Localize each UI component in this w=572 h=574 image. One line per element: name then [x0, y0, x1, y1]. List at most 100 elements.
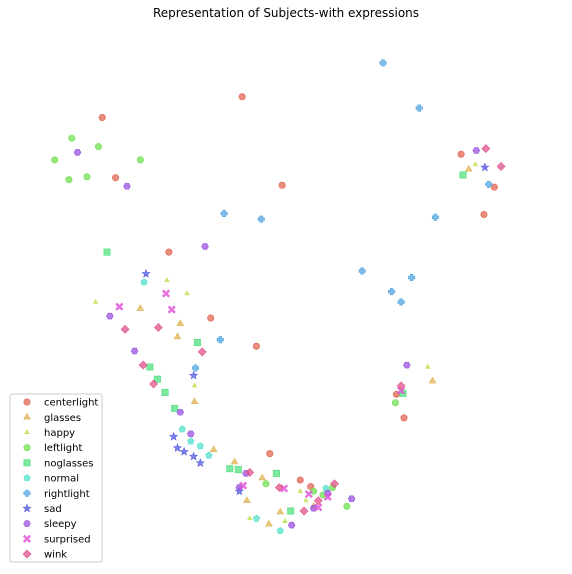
legend-label-glasses: glasses	[44, 413, 81, 424]
point-sleepy-13	[472, 147, 481, 154]
point-happy-8	[425, 363, 431, 369]
point-noglasses-8	[272, 469, 280, 477]
point-noglasses-5	[171, 404, 179, 412]
legend-entry-centerlight: centerlight	[23, 398, 98, 409]
legend-marker-surprised	[23, 534, 31, 543]
legend-entry-sad: sad	[22, 503, 62, 515]
point-sleepy-1	[123, 182, 131, 190]
legend-entries: centerlight glasses happy leftlight noglasse…	[22, 398, 98, 561]
point-noglasses-2	[193, 339, 201, 347]
point-sad-5	[189, 451, 199, 461]
point-normal-3	[196, 442, 204, 450]
point-sad-0	[141, 268, 151, 278]
plot-area	[51, 59, 506, 534]
point-centerlight-1	[238, 93, 246, 101]
legend-box	[9, 393, 103, 563]
point-normal-5	[252, 514, 261, 522]
point-surprised-2	[167, 305, 176, 314]
legend-entry-rightlight: rightlight	[23, 489, 90, 500]
point-rightlight-7	[485, 180, 493, 188]
point-surprised-5	[304, 490, 313, 499]
legend-entry-sleepy: sleepy	[23, 519, 77, 530]
point-centerlight-4	[252, 342, 260, 350]
point-sleepy-14	[403, 361, 411, 369]
point-centerlight-3	[207, 314, 215, 322]
point-wink-3	[138, 360, 148, 370]
point-wink-11	[496, 162, 506, 171]
series-surprised	[115, 289, 406, 512]
legend-marker-glasses	[23, 412, 31, 420]
point-leftlight-11	[391, 399, 399, 407]
point-centerlight-0	[98, 113, 106, 121]
legend-marker-sleepy	[23, 520, 31, 527]
point-happy-2	[92, 298, 99, 304]
point-centerlight-2	[278, 181, 286, 189]
point-rightlight-11	[397, 298, 405, 306]
point-sleepy-2	[73, 149, 82, 156]
point-rightlight-0	[192, 364, 200, 372]
point-normal-4	[205, 451, 213, 459]
point-normal-0	[140, 278, 148, 286]
point-centerlight-10	[457, 150, 465, 158]
point-centerlight-9	[400, 414, 408, 422]
point-noglasses-0	[103, 248, 111, 256]
point-leftlight-4	[83, 173, 91, 181]
point-sad-2	[169, 431, 179, 441]
point-sleepy-6	[187, 430, 195, 438]
point-rightlight-8	[388, 288, 396, 296]
point-wink-4	[149, 379, 159, 389]
point-normal-6	[276, 527, 284, 534]
series-rightlight	[192, 59, 493, 372]
point-glasses-12	[176, 319, 185, 326]
point-noglasses-10	[459, 171, 467, 179]
point-rightlight-2	[220, 210, 228, 218]
point-wink-0	[120, 324, 130, 334]
point-sad-4	[179, 446, 189, 456]
point-leftlight-2	[94, 143, 102, 151]
legend-label-rightlight: rightlight	[44, 489, 90, 500]
point-centerlight-5	[266, 450, 274, 458]
point-rightlight-1	[216, 336, 224, 344]
point-glasses-3	[209, 445, 218, 453]
point-glasses-8	[265, 519, 273, 527]
series-noglasses	[103, 171, 467, 515]
point-centerlight-14	[165, 248, 173, 256]
series-happy	[92, 161, 479, 524]
point-noglasses-7	[234, 466, 242, 474]
legend-entry-happy: happy	[24, 428, 75, 439]
point-centerlight-11	[490, 183, 498, 191]
point-rightlight-4	[379, 59, 387, 67]
legend-marker-centerlight	[23, 398, 31, 406]
series-wink	[120, 144, 506, 516]
series-leftlight	[51, 134, 399, 510]
point-happy-5	[297, 488, 303, 493]
point-sad-3	[172, 443, 183, 452]
legend-entry-noglasses: noglasses	[23, 458, 94, 469]
point-leftlight-5	[136, 156, 144, 164]
point-centerlight-13	[112, 174, 120, 182]
legend-marker-sad	[22, 503, 32, 513]
point-wink-1	[153, 323, 163, 332]
legend-entry-wink: wink	[22, 549, 67, 561]
point-glasses-7	[276, 507, 285, 515]
point-normal-2	[187, 437, 195, 445]
series-glasses	[136, 164, 473, 527]
point-leftlight-1	[68, 134, 76, 142]
point-surprised-6	[314, 503, 323, 512]
legend: centerlight glasses happy leftlight noglasse…	[9, 393, 103, 563]
series-centerlight	[98, 93, 498, 491]
point-noglasses-4	[161, 388, 169, 396]
point-sleepy-4	[130, 347, 139, 355]
point-happy-4	[247, 515, 253, 521]
legend-label-sad: sad	[44, 504, 62, 515]
point-glasses-4	[230, 457, 239, 465]
legend-marker-noglasses	[23, 459, 31, 467]
legend-marker-wink	[22, 549, 32, 559]
point-glasses-5	[258, 473, 266, 481]
point-rightlight-3	[257, 215, 265, 223]
point-noglasses-3	[153, 375, 161, 383]
legend-label-normal: normal	[44, 474, 79, 485]
point-wink-12	[481, 144, 491, 153]
point-wink-9	[330, 479, 339, 489]
point-surprised-0	[115, 302, 124, 311]
